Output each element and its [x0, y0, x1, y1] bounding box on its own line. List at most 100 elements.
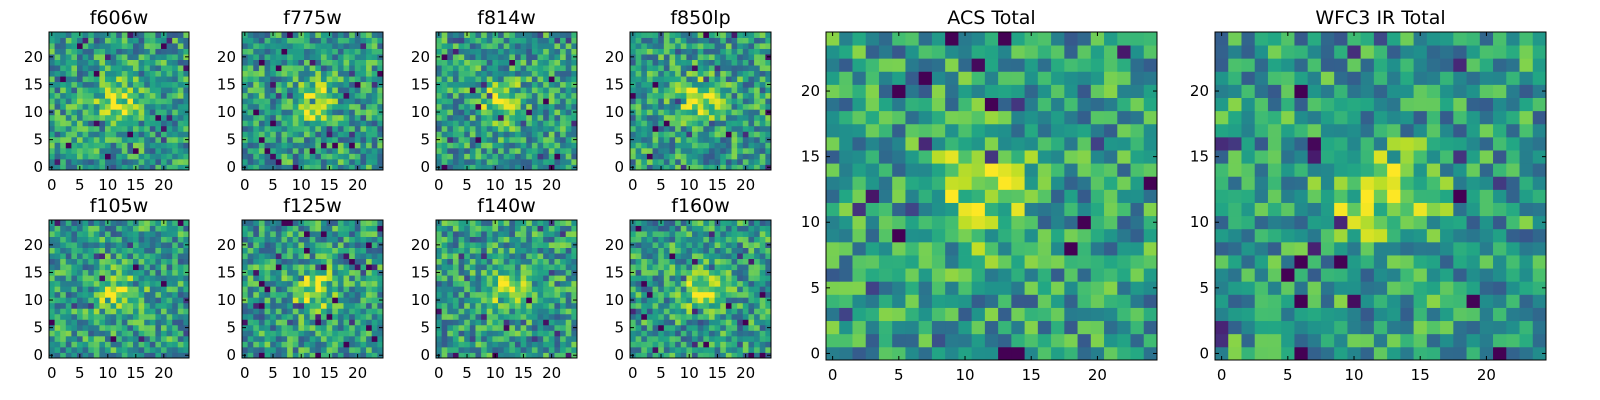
heatmap-cell: [475, 131, 482, 138]
heatmap-cell: [258, 114, 265, 121]
heatmap-cell: [697, 120, 704, 127]
heatmap-cell: [464, 346, 471, 353]
heatmap-cell: [571, 308, 578, 315]
heatmap-cell: [320, 65, 327, 72]
heatmap-cell: [548, 103, 555, 110]
heatmap-cell: [309, 308, 316, 315]
heatmap-cell: [520, 319, 527, 326]
heatmap-cell: [54, 32, 61, 38]
heatmap-cell: [315, 220, 322, 226]
heatmap-cell: [371, 153, 378, 160]
heatmap-cell: [360, 335, 367, 342]
heatmap-cell: [349, 346, 356, 353]
heatmap-cell: [82, 291, 89, 298]
heatmap-cell: [88, 313, 95, 320]
heatmap-cell: [60, 131, 67, 138]
heatmap-cell: [481, 37, 488, 44]
heatmap-cell: [571, 87, 578, 94]
heatmap-cell: [714, 269, 721, 276]
heatmap-cell: [77, 114, 83, 121]
heatmap-cell: [447, 330, 454, 337]
heatmap-cell: [503, 125, 510, 132]
heatmap-cell: [492, 247, 499, 254]
heatmap-cell: [514, 142, 521, 149]
heatmap-cell: [177, 120, 184, 127]
heatmap-cell: [748, 59, 755, 66]
heatmap-cell: [88, 231, 95, 237]
heatmap-cell: [292, 32, 299, 38]
heatmap-cell: [105, 341, 111, 348]
heatmap-cell: [697, 291, 704, 298]
heatmap-cell: [343, 125, 350, 132]
heatmap-cell: [635, 330, 642, 337]
heatmap-cell: [486, 346, 493, 353]
heatmap-cell: [509, 54, 516, 60]
heatmap-cell: [464, 231, 471, 237]
heatmap-cell: [543, 164, 550, 171]
heatmap-cell: [692, 286, 699, 293]
heatmap-cell: [447, 158, 454, 165]
heatmap-cell: [669, 125, 676, 132]
heatmap-cell: [447, 335, 454, 342]
heatmap-cell: [110, 220, 117, 226]
heatmap-cell: [149, 220, 156, 226]
heatmap-cell: [663, 70, 670, 77]
heatmap-cell: [492, 92, 499, 99]
heatmap-cell: [531, 87, 538, 94]
heatmap-cell: [537, 352, 544, 359]
heatmap-cell: [127, 236, 134, 243]
heatmap-cell: [49, 236, 55, 243]
heatmap-cell: [543, 114, 550, 121]
heatmap-cell: [464, 37, 471, 44]
heatmap-cell: [469, 220, 476, 226]
heatmap-cell: [309, 59, 316, 66]
heatmap-cell: [281, 264, 288, 271]
heatmap-cell: [247, 70, 254, 77]
heatmap-cell: [486, 269, 493, 276]
heatmap-cell: [121, 98, 128, 105]
heatmap-cell: [110, 136, 117, 143]
heatmap-cell: [692, 142, 699, 149]
heatmap-cell: [503, 65, 510, 72]
heatmap-cell: [531, 341, 538, 348]
heatmap-cell: [503, 98, 510, 105]
heatmap-cell: [543, 98, 550, 105]
heatmap-cell: [520, 125, 527, 132]
heatmap-cell: [692, 103, 699, 110]
heatmap-cell: [155, 103, 162, 110]
heatmap-cell: [441, 242, 448, 248]
heatmap-cell: [54, 98, 61, 105]
heatmap-cell: [458, 48, 465, 55]
heatmap-cell: [686, 291, 693, 298]
heatmap-cell: [326, 341, 333, 348]
heatmap-cell: [436, 346, 443, 353]
heatmap-cell: [161, 319, 167, 326]
heatmap-cell: [469, 269, 476, 276]
heatmap-cell: [635, 109, 642, 116]
heatmap-cell: [105, 269, 111, 276]
heatmap-cell: [116, 164, 123, 171]
heatmap-cell: [737, 324, 744, 331]
heatmap-cell: [54, 253, 61, 260]
heatmap-cell: [765, 147, 772, 154]
heatmap-cell: [343, 92, 350, 99]
heatmap-cell: [309, 220, 316, 226]
x-tick-label: 10: [292, 364, 311, 382]
heatmap-cell: [708, 54, 715, 60]
heatmap-cell: [166, 291, 173, 298]
heatmap-cell: [509, 131, 516, 138]
heatmap-cell: [242, 313, 249, 320]
heatmap-cell: [287, 231, 294, 237]
heatmap-cell: [99, 48, 106, 55]
heatmap-cell: [548, 297, 555, 304]
heatmap-cell: [371, 341, 378, 348]
heatmap-cell: [253, 286, 260, 293]
heatmap-cell: [304, 253, 311, 260]
heatmap-cell: [54, 346, 61, 353]
heatmap-cell: [93, 275, 100, 282]
heatmap-cell: [155, 297, 162, 304]
heatmap-cell: [697, 164, 704, 171]
heatmap-cell: [166, 37, 173, 44]
heatmap-cell: [509, 48, 516, 55]
heatmap-cell: [177, 81, 184, 88]
